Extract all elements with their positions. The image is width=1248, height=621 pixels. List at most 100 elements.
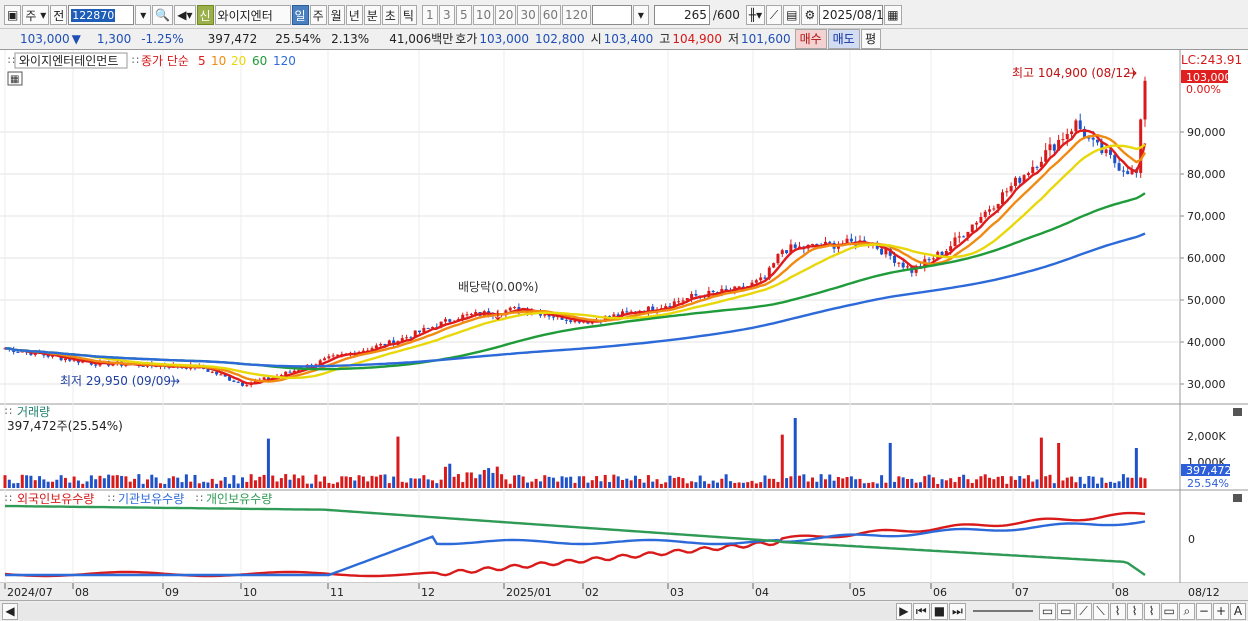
volume-bar <box>171 476 175 488</box>
chart-scrollbar[interactable]: ◀ ▶ ⏮ ■ ⏭ ▭ ▭ ⟋ ⟍ ⌇ ⌇ ⌇ ▭ ⌕ − + A <box>0 600 1248 621</box>
period-tick[interactable]: 틱 <box>399 5 417 25</box>
price-axis[interactable] <box>1180 50 1248 404</box>
candle-body <box>646 306 650 314</box>
x-axis <box>0 583 1248 601</box>
volume-bar <box>301 475 305 488</box>
interval-3[interactable]: 3 <box>438 5 455 25</box>
zoom-out-icon[interactable]: − <box>1195 602 1212 620</box>
candle-body <box>89 362 93 365</box>
volume-dots-icon: ∷ <box>5 405 12 418</box>
x-axis-label: 2025/01 <box>506 586 552 599</box>
candle-body <box>1083 128 1087 138</box>
period-second[interactable]: 초 <box>381 5 399 25</box>
interval-10[interactable]: 10 <box>472 5 495 25</box>
scroll-left-icon[interactable]: ◀ <box>2 602 18 620</box>
drawing-icon-2[interactable]: ⟍ <box>1092 602 1109 620</box>
volume-bar <box>271 475 275 488</box>
period-day[interactable]: 일 <box>291 5 309 25</box>
chart-area[interactable]: ∷ 와이지엔터테인먼트 ∷ 종가 단순 5 10 20 60 120 ▦ 최고 … <box>0 49 1248 601</box>
line-tool-icon[interactable]: ⟋ <box>766 5 783 25</box>
stock-code-input[interactable]: 122870 <box>68 5 135 25</box>
candle-body <box>59 356 63 361</box>
code-dropdown-icon[interactable]: ▾ <box>135 5 152 25</box>
drawing-icon-3[interactable]: ⌇ <box>1109 602 1126 620</box>
calendar-icon[interactable]: ▦ <box>884 5 902 25</box>
type-select[interactable]: 주 ▾ <box>22 5 50 25</box>
volume-bar <box>241 477 244 488</box>
volume-bar <box>461 482 465 488</box>
prev-button[interactable]: 전 <box>50 5 68 25</box>
forward-icon[interactable]: ⏭ <box>949 602 966 620</box>
volume-tag-pct: 25.54% <box>1187 477 1229 490</box>
font-size-icon[interactable]: A <box>1230 602 1246 620</box>
volume-bar <box>793 418 797 488</box>
volume-bar <box>310 483 314 488</box>
speaker-icon[interactable]: ◀▾ <box>174 5 196 25</box>
volume-close-icon[interactable] <box>1233 408 1242 416</box>
candle-body <box>940 251 944 256</box>
chart-svg[interactable]: ∷ 와이지엔터테인먼트 ∷ 종가 단순 5 10 20 60 120 ▦ 최고 … <box>0 50 1248 602</box>
volume-bar <box>426 479 430 488</box>
candle-type-icon[interactable]: ╫▾ <box>745 5 766 25</box>
stock-name-field[interactable]: 와이지엔터 <box>214 5 291 25</box>
drawing-icon-1[interactable]: ⟋ <box>1075 602 1092 620</box>
inst-line <box>5 520 1146 577</box>
period-month[interactable]: 월 <box>327 5 345 25</box>
interval-1[interactable]: 1 <box>421 5 438 25</box>
drawing-icon-4[interactable]: ⌇ <box>1126 602 1143 620</box>
drawing-icon-5[interactable]: ⌇ <box>1143 602 1160 620</box>
volume-bar <box>297 478 301 488</box>
volume-bar <box>120 475 124 488</box>
date-input[interactable]: 2025/08/12 <box>819 5 891 25</box>
volume-bar <box>629 480 633 488</box>
interval-custom-input[interactable] <box>591 5 632 25</box>
buy-button[interactable]: 매수 <box>794 28 827 49</box>
sell-button[interactable]: 매도 <box>827 28 860 49</box>
copy-icon[interactable]: ▭ <box>1160 602 1178 620</box>
price-panel[interactable] <box>0 50 1180 404</box>
interval-60[interactable]: 60 <box>539 5 561 25</box>
zoom-icon[interactable]: ⌕ <box>1178 602 1195 620</box>
interval-20[interactable]: 20 <box>495 5 517 25</box>
rewind-icon[interactable]: ⏮ <box>912 602 930 620</box>
low-label: 저 <box>727 32 739 46</box>
holding-close-icon[interactable] <box>1233 494 1242 502</box>
period-minute[interactable]: 분 <box>363 5 381 25</box>
eval-button[interactable]: 평 <box>860 28 881 49</box>
candle-body <box>1121 170 1125 172</box>
panel-icon-1[interactable]: ▭ <box>1038 602 1057 620</box>
volume-bar <box>754 483 758 488</box>
interval-dropdown-icon[interactable]: ▾ <box>632 5 649 25</box>
volume-bar <box>927 474 931 488</box>
scroll-right-icon[interactable]: ▶ <box>895 602 912 620</box>
count-input[interactable]: 265 <box>653 5 710 25</box>
search-icon[interactable]: 🔍 <box>152 5 174 25</box>
period-week[interactable]: 주 <box>309 5 327 25</box>
scroll-track[interactable] <box>19 602 896 620</box>
stop-icon[interactable]: ■ <box>930 602 949 620</box>
interval-5[interactable]: 5 <box>455 5 472 25</box>
candle-body <box>737 286 741 288</box>
candle-body <box>418 330 422 333</box>
period-year[interactable]: 년 <box>345 5 363 25</box>
candle-body <box>366 350 370 352</box>
panel-icon-2[interactable]: ▭ <box>1057 602 1075 620</box>
table-toggle-icon[interactable] <box>7 71 23 86</box>
volume-bar <box>392 476 396 488</box>
volume-bar <box>551 477 555 488</box>
candle-body <box>845 238 849 245</box>
zoom-slider[interactable] <box>972 610 1033 612</box>
save-icon[interactable]: ▤ <box>783 5 801 25</box>
candle-body <box>1018 177 1022 183</box>
volume-axis-2000k: 2,000K <box>1187 430 1226 443</box>
candle-body <box>750 282 754 287</box>
volume-bar <box>910 478 914 488</box>
zoom-in-icon[interactable]: + <box>1212 602 1229 620</box>
settings-gear-icon[interactable]: ⚙ <box>801 5 819 25</box>
candle-body <box>668 306 672 308</box>
interval-120[interactable]: 120 <box>562 5 591 25</box>
layout-icon[interactable]: ▣ <box>4 5 22 25</box>
interval-30[interactable]: 30 <box>517 5 539 25</box>
volume-bar <box>621 479 624 488</box>
volume-bar <box>914 482 918 488</box>
